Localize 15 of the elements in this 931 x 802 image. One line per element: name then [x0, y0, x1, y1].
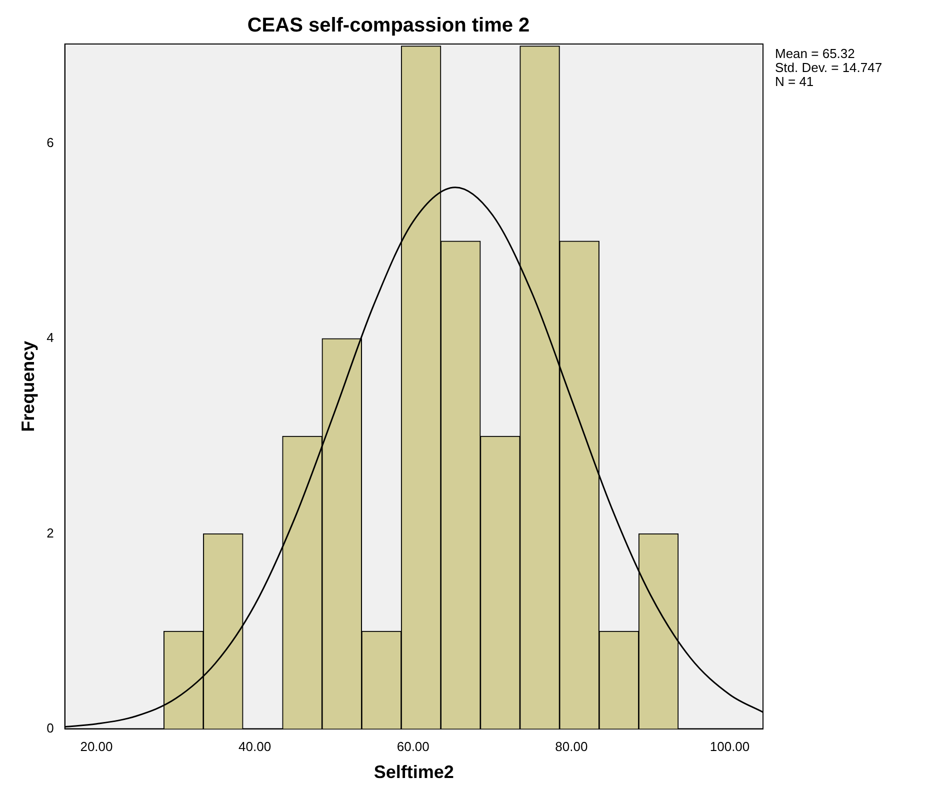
y-tick-label: 2 [46, 525, 54, 540]
text: Mean = 65.32 [775, 46, 855, 62]
text: Std. Dev. = 14.747 [775, 60, 882, 76]
x-axis-title: Selftime2 [374, 762, 454, 782]
chart-title: CEAS self-compassion time 2 [247, 14, 530, 37]
y-tick-label: 6 [46, 135, 54, 150]
x-tick-label: 80.00 [555, 739, 588, 754]
y-tick-label: 4 [46, 330, 54, 346]
x-tick-label: 100.00 [710, 739, 750, 754]
text: N = 41 [775, 74, 814, 90]
x-tick-label: 40.00 [238, 739, 272, 754]
y-axis-title: Frequency [18, 340, 38, 432]
x-tick-label: 20.00 [80, 739, 113, 754]
y-tick-label: 0 [46, 720, 54, 736]
x-tick-label: 60.00 [396, 739, 430, 754]
